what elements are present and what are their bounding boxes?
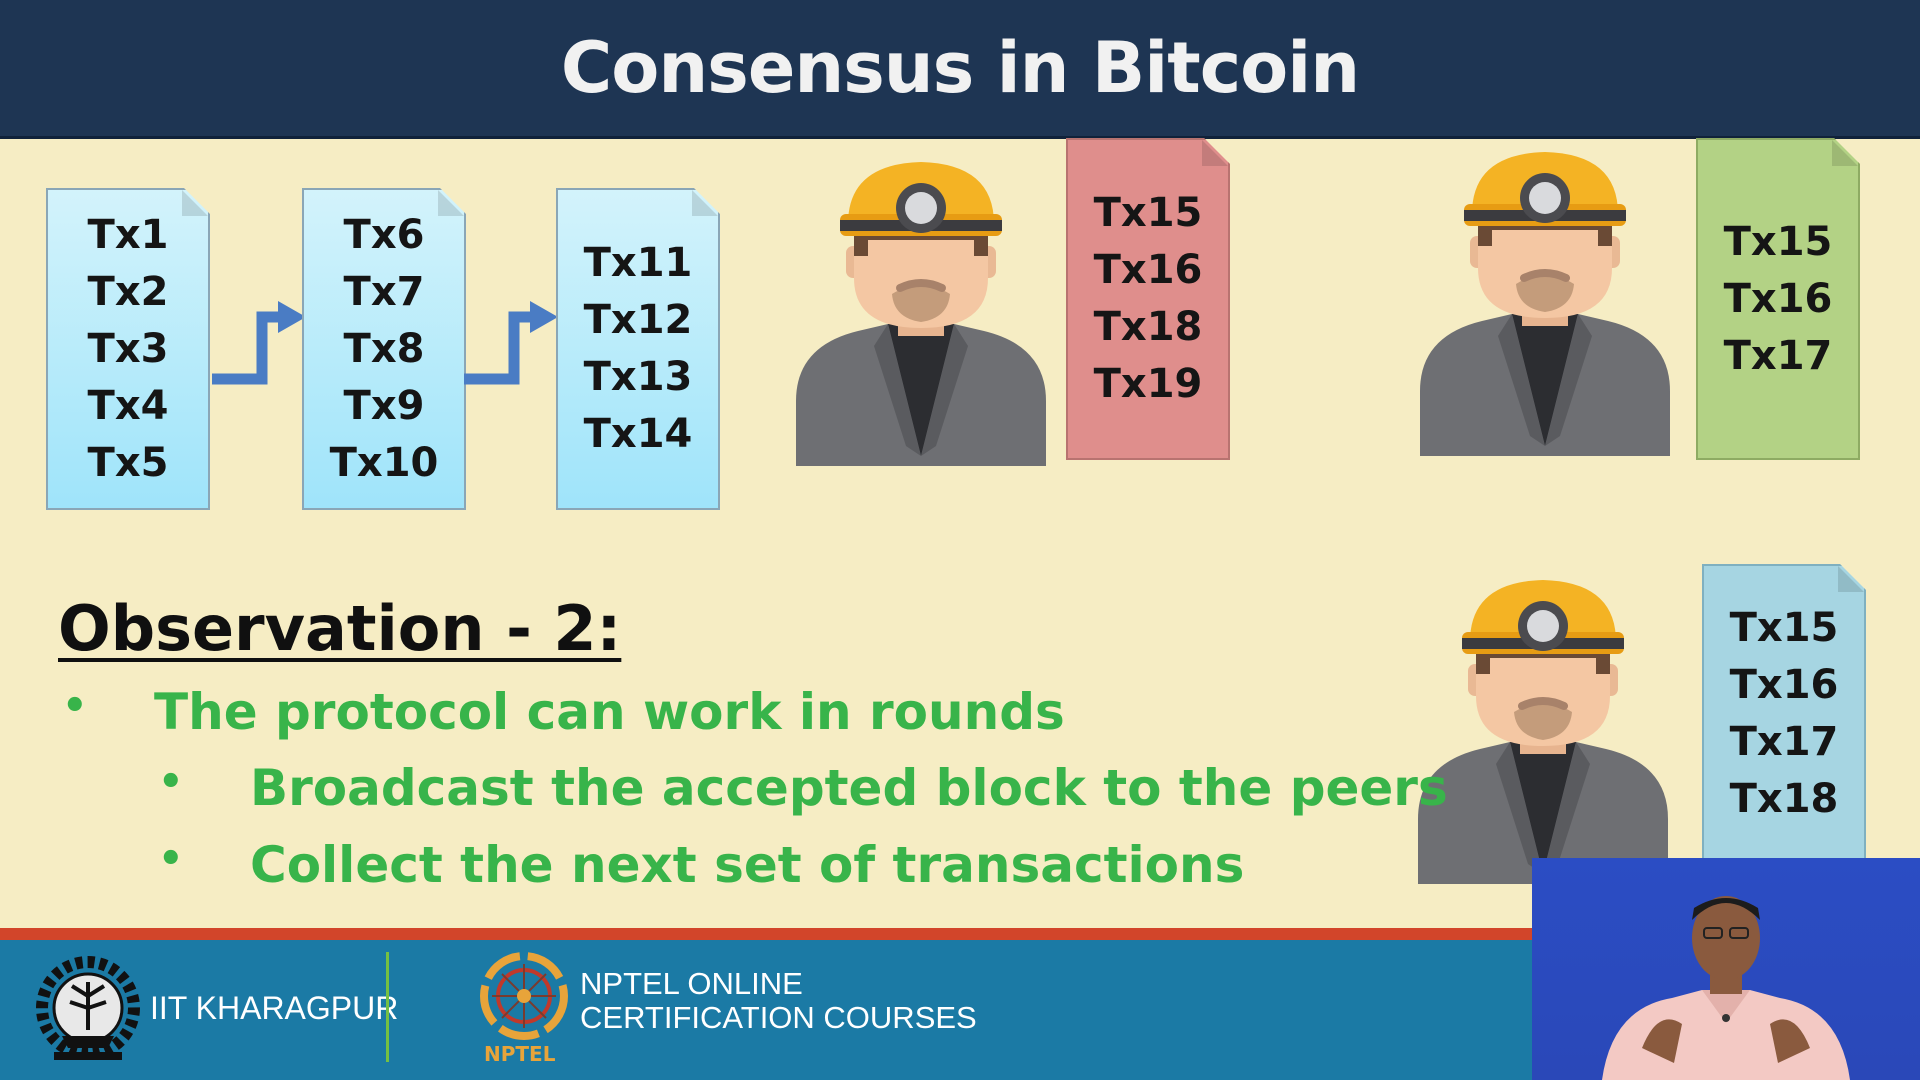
transaction-label: Tx3: [87, 325, 169, 372]
sub-bullet-item: • Broadcast the accepted block to the pe…: [158, 759, 1448, 817]
transaction-label: Tx13: [583, 354, 693, 400]
transaction-label: Tx9: [343, 382, 425, 429]
bullet-item: • The protocol can work in rounds: [62, 683, 1065, 741]
iit-kharagpur-emblem-icon: [36, 956, 140, 1060]
footer-stripe: [0, 928, 1540, 940]
chain-block-1: Tx1 Tx2 Tx3 Tx4 Tx5: [46, 188, 210, 510]
footer: IIT KHARAGPUR NPTEL NPTEL ONLINE CERTIFI…: [0, 940, 1540, 1080]
transaction-label: Tx8: [343, 325, 425, 372]
transaction-label: Tx2: [87, 268, 169, 315]
presenter-image: [1602, 896, 1850, 1080]
transaction-label: Tx17: [1723, 332, 1833, 379]
transaction-label: Tx19: [1093, 361, 1203, 407]
presenter-video: [1532, 858, 1920, 1080]
nptel-logo-icon: [480, 952, 568, 1040]
transaction-label: Tx17: [1729, 719, 1839, 765]
transaction-label: Tx14: [583, 411, 693, 457]
observation-heading: Observation - 2:: [58, 592, 622, 665]
transaction-label: Tx16: [1729, 662, 1839, 708]
sub-bullet-text: Broadcast the accepted block to the peer…: [250, 759, 1448, 817]
program-line-1: NPTEL ONLINE: [580, 966, 803, 1001]
transaction-label: Tx4: [87, 382, 169, 429]
transaction-label: Tx16: [1093, 247, 1203, 293]
chain-arrow-icon: [212, 301, 306, 385]
transaction-label: Tx18: [1729, 776, 1839, 822]
transaction-label: Tx7: [343, 268, 425, 315]
chain-arrow-icon: [464, 301, 558, 385]
transaction-label: Tx15: [1729, 605, 1839, 651]
bullet-dot-icon: •: [158, 759, 184, 805]
bullet-dot-icon: •: [62, 683, 88, 729]
miner-icon: [1418, 580, 1668, 884]
miner-block-3: Tx15 Tx16 Tx17 Tx18: [1702, 564, 1866, 864]
transaction-label: Tx18: [1093, 304, 1203, 350]
transaction-label: Tx15: [1723, 218, 1833, 265]
transaction-label: Tx12: [583, 297, 693, 343]
institute-name: IIT KHARAGPUR: [150, 990, 399, 1026]
transaction-label: Tx6: [343, 211, 425, 258]
transaction-label: Tx15: [1093, 190, 1203, 236]
footer-divider: [386, 952, 389, 1062]
bullet-dot-icon: •: [158, 836, 184, 882]
program-line-2: CERTIFICATION COURSES: [580, 1000, 977, 1035]
miner-icon: [1420, 152, 1670, 456]
miner-icon: [796, 162, 1046, 466]
miner-block-2: Tx15 Tx16 Tx17: [1696, 138, 1860, 460]
miner-block-1: Tx15 Tx16 Tx18 Tx19: [1066, 138, 1230, 460]
transaction-label: Tx5: [87, 439, 169, 486]
bullet-text: The protocol can work in rounds: [154, 683, 1065, 741]
slide-title: Consensus in Bitcoin: [560, 27, 1360, 109]
transaction-label: Tx10: [329, 439, 439, 486]
transaction-label: Tx11: [583, 240, 693, 286]
title-bar: Consensus in Bitcoin: [0, 0, 1920, 139]
chain-block-2: Tx6 Tx7 Tx8 Tx9 Tx10: [302, 188, 466, 510]
sub-bullet-item: • Collect the next set of transactions: [158, 836, 1244, 894]
nptel-logo-text: NPTEL: [484, 1042, 556, 1066]
sub-bullet-text: Collect the next set of transactions: [250, 836, 1245, 894]
chain-block-3: Tx11 Tx12 Tx13 Tx14: [556, 188, 720, 510]
transaction-label: Tx16: [1723, 275, 1833, 322]
transaction-label: Tx1: [87, 211, 169, 258]
